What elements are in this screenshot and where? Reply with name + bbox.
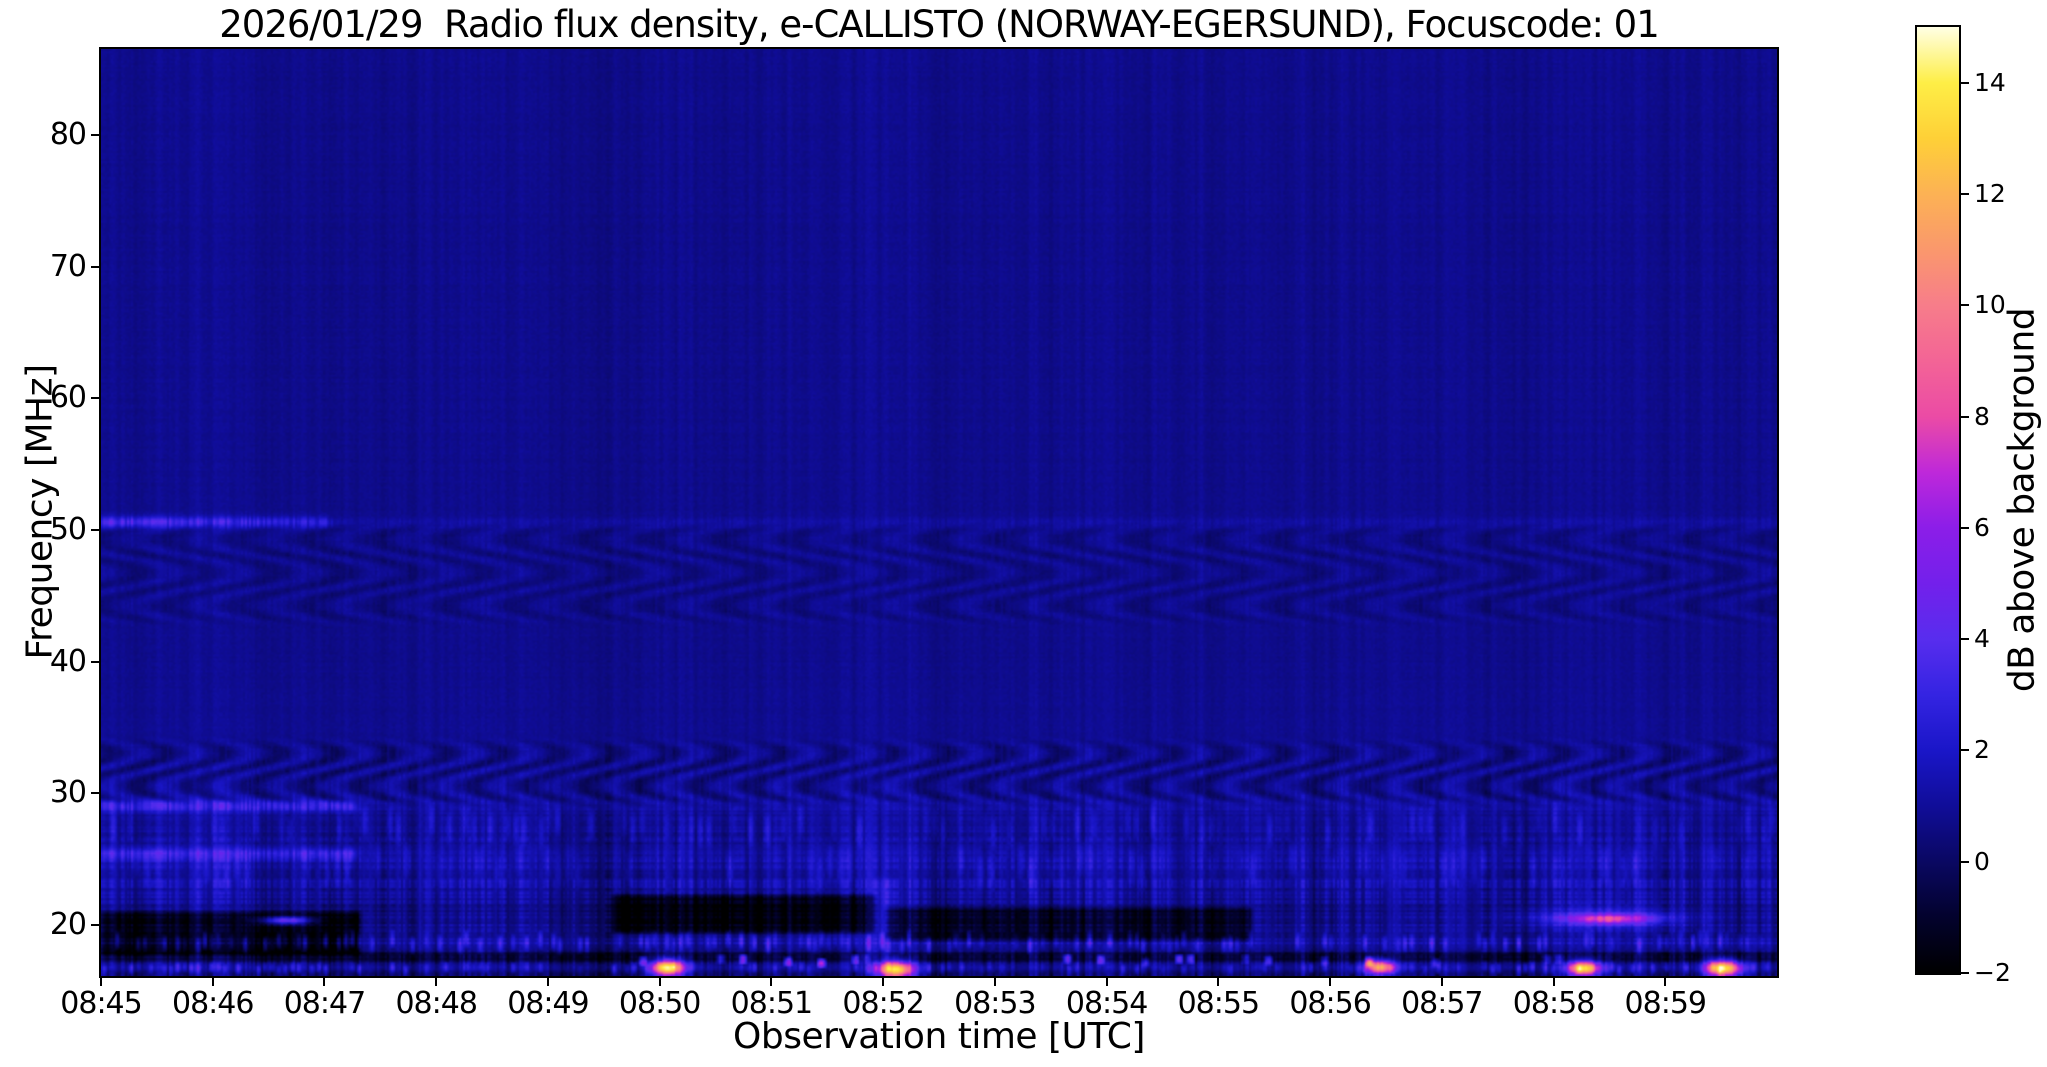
- y-tick-label: 70: [49, 248, 87, 284]
- spectrogram-plot: [101, 49, 1777, 976]
- x-tick-label: 08:49: [507, 986, 589, 1021]
- x-tick-label: 08:57: [1401, 986, 1483, 1021]
- colorbar-tick-mark: [1961, 304, 1969, 307]
- colorbar-tick-label: 6: [1974, 512, 1990, 542]
- y-tick-label: 20: [49, 907, 87, 943]
- x-axis-label: Observation time [UTC]: [733, 1016, 1145, 1057]
- x-tick-mark: [1440, 976, 1443, 986]
- chart-title: 2026/01/29 Radio flux density, e-CALLIST…: [219, 3, 1660, 46]
- x-tick-mark: [1217, 976, 1220, 986]
- x-tick-mark: [993, 976, 996, 986]
- x-tick-label: 08:52: [842, 986, 924, 1021]
- colorbar-tick-label: −2: [1974, 958, 2011, 987]
- colorbar-tick-mark: [1961, 415, 1969, 418]
- x-tick-label: 08:47: [283, 986, 366, 1021]
- colorbar-tick-label: 8: [1974, 401, 1990, 431]
- x-tick-label: 08:45: [60, 986, 142, 1021]
- colorbar-tick-mark: [1961, 526, 1969, 529]
- colorbar-tick-label: 10: [1974, 290, 2006, 320]
- y-tick-label: 50: [49, 512, 87, 547]
- colorbar-tick-mark: [1961, 81, 1969, 84]
- x-tick-label: 08:58: [1512, 986, 1595, 1021]
- colorbar-tick-label: 2: [1974, 735, 1990, 765]
- colorbar-tick-label: 14: [1974, 67, 2006, 97]
- colorbar-label: dB above background: [2001, 307, 2043, 693]
- x-tick-mark: [323, 976, 326, 986]
- x-tick-mark: [1105, 976, 1108, 986]
- x-tick-label: 08:59: [1624, 986, 1707, 1021]
- x-tick-label: 08:53: [954, 986, 1036, 1021]
- x-tick-mark: [658, 976, 661, 986]
- x-tick-label: 08:50: [618, 986, 701, 1021]
- colorbar-tick-mark: [1961, 192, 1969, 195]
- x-tick-mark: [1552, 976, 1555, 986]
- colorbar-tick-mark: [1961, 860, 1969, 863]
- x-tick-label: 08:48: [395, 986, 477, 1021]
- x-tick-label: 08:51: [730, 986, 813, 1021]
- x-tick-mark: [211, 976, 214, 986]
- colorbar-tick-mark: [1961, 972, 1969, 974]
- y-tick-mark: [91, 792, 101, 795]
- y-tick-mark: [91, 265, 101, 268]
- y-tick-mark: [91, 397, 101, 400]
- x-tick-label: 08:46: [171, 986, 254, 1021]
- x-tick-mark: [1664, 976, 1667, 986]
- y-tick-mark: [91, 529, 101, 531]
- y-axis-label: Frequency [MHz]: [19, 364, 61, 660]
- colorbar-tick-label: 4: [1974, 624, 1990, 654]
- y-tick-mark: [91, 133, 101, 136]
- y-tick-mark: [91, 924, 101, 927]
- x-tick-label: 08:56: [1289, 986, 1371, 1021]
- x-tick-mark: [435, 976, 438, 986]
- y-tick-label: 30: [49, 775, 87, 811]
- x-tick-mark: [770, 976, 773, 986]
- x-tick-mark: [100, 976, 102, 986]
- y-tick-label: 60: [49, 380, 87, 416]
- colorbar-tick-label: 0: [1974, 846, 1990, 876]
- colorbar-tick-mark: [1961, 638, 1969, 641]
- x-tick-label: 08:54: [1065, 986, 1148, 1021]
- y-tick-mark: [91, 660, 101, 663]
- colorbar-tick-mark: [1961, 749, 1969, 752]
- x-tick-mark: [882, 976, 885, 986]
- y-tick-label: 40: [49, 643, 87, 679]
- x-tick-label: 08:55: [1177, 986, 1260, 1021]
- x-tick-mark: [1329, 976, 1332, 986]
- colorbar-tick-label: 12: [1974, 178, 2006, 208]
- y-tick-label: 80: [49, 116, 87, 152]
- x-tick-mark: [546, 976, 549, 986]
- colorbar-gradient: [1917, 27, 1959, 973]
